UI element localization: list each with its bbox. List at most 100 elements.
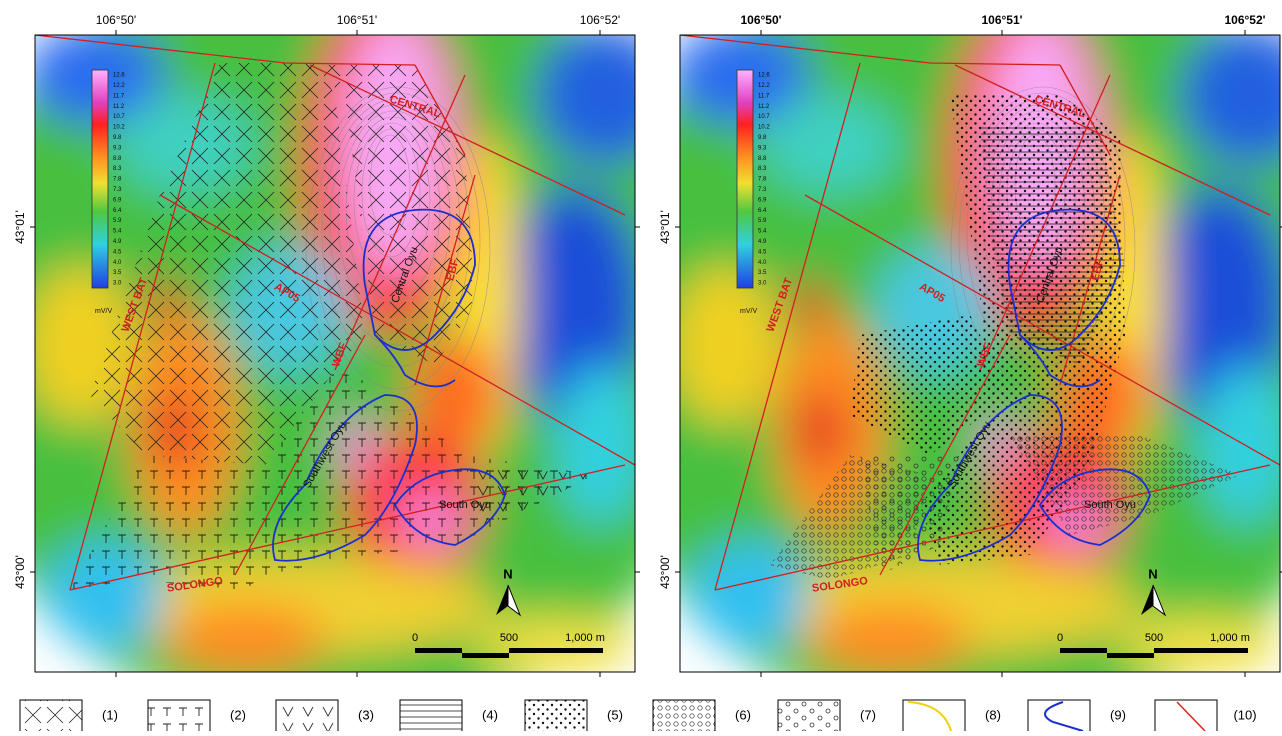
scale-label: 1,000 m bbox=[1210, 632, 1250, 644]
colorbar-label: 7.3 bbox=[113, 187, 122, 193]
deposit-label: South Oyu bbox=[1084, 499, 1136, 511]
legend-swatch bbox=[148, 700, 210, 731]
colorbar-label: 10.7 bbox=[758, 114, 770, 120]
latitude-label: 43°01' bbox=[13, 210, 27, 244]
anomaly-blob bbox=[760, 95, 900, 195]
colorbar-label: 10.2 bbox=[113, 125, 125, 131]
colorbar-label: 6.9 bbox=[113, 197, 122, 203]
colorbar-label: 5.9 bbox=[113, 218, 122, 224]
scale-bar bbox=[1060, 648, 1107, 653]
scale-label: 500 bbox=[500, 632, 518, 644]
anomaly-blob bbox=[165, 605, 325, 675]
scale-bar bbox=[462, 653, 509, 658]
colorbar-label: 4.5 bbox=[758, 249, 767, 255]
colorbar-label: 3.0 bbox=[113, 281, 122, 287]
colorbar-label: 12.2 bbox=[758, 83, 770, 89]
scale-bar bbox=[415, 648, 462, 653]
anomaly-blob bbox=[810, 605, 970, 675]
colorbar-label: 4.5 bbox=[113, 249, 122, 255]
colorbar-label: 11.2 bbox=[113, 104, 125, 110]
legend-item: (10) bbox=[1155, 700, 1257, 731]
colorbar-label: 11.7 bbox=[758, 93, 770, 99]
legend-label: (6) bbox=[735, 707, 751, 722]
longitude-label: 106°50' bbox=[740, 13, 781, 27]
colorbar-label: 5.4 bbox=[758, 229, 767, 235]
legend-label: (5) bbox=[607, 707, 623, 722]
map-raster bbox=[0, 0, 735, 731]
colorbar-unit: mV/V bbox=[95, 308, 112, 315]
deposit-label: South Oyu bbox=[439, 499, 491, 511]
legend-item: (6) bbox=[653, 700, 751, 731]
scale-bar bbox=[1154, 648, 1248, 653]
legend-item: (2) bbox=[148, 700, 246, 731]
colorbar-label: 6.9 bbox=[758, 197, 767, 203]
legend-swatch bbox=[1155, 700, 1217, 731]
anomaly-blob bbox=[670, 265, 780, 425]
scale-label: 0 bbox=[1057, 632, 1063, 644]
colorbar-label: 3.5 bbox=[758, 270, 767, 276]
legend-label: (7) bbox=[860, 707, 876, 722]
map-panel: CENTRALAP05WEST BATWBFEBFSOLONGOCentral … bbox=[0, 0, 735, 731]
legend-swatch bbox=[653, 700, 715, 731]
north-label: N bbox=[1148, 566, 1157, 581]
latitude-label: 43°01' bbox=[658, 210, 672, 244]
scale-label: 0 bbox=[412, 632, 418, 644]
colorbar-label: 5.9 bbox=[758, 218, 767, 224]
legend-item: (8) bbox=[903, 700, 1001, 731]
colorbar-label: 12.2 bbox=[113, 83, 125, 89]
colorbar-label: 9.8 bbox=[758, 135, 767, 141]
legend-label: (3) bbox=[358, 707, 374, 722]
scale-bar bbox=[1107, 653, 1154, 658]
legend-label: (1) bbox=[102, 707, 118, 722]
legend-label: (8) bbox=[985, 707, 1001, 722]
colorbar-label: 3.0 bbox=[758, 281, 767, 287]
colorbar-label: 8.3 bbox=[758, 166, 767, 172]
colorbar-unit: mV/V bbox=[740, 308, 757, 315]
legend-swatch bbox=[778, 700, 840, 731]
colorbar-label: 11.7 bbox=[113, 93, 125, 99]
colorbar-label: 7.8 bbox=[113, 177, 122, 183]
legend-swatch bbox=[400, 700, 462, 731]
latitude-label: 43°00' bbox=[13, 555, 27, 589]
legend-item: (3) bbox=[276, 700, 374, 731]
longitude-label: 106°52' bbox=[1224, 13, 1265, 27]
longitude-label: 106°50' bbox=[96, 13, 136, 27]
legend-swatch bbox=[903, 700, 965, 731]
scale-bar bbox=[509, 648, 603, 653]
colorbar-label: 4.9 bbox=[758, 239, 767, 245]
colorbar-label: 4.9 bbox=[113, 239, 122, 245]
colorbar-label: 6.4 bbox=[113, 208, 122, 214]
longitude-label: 106°51' bbox=[337, 13, 377, 27]
anomaly-blob bbox=[535, 25, 675, 165]
colorbar-label: 11.2 bbox=[758, 104, 770, 110]
legend-label: (9) bbox=[1110, 707, 1126, 722]
colorbar-label: 12.6 bbox=[758, 73, 770, 79]
north-label: N bbox=[503, 566, 512, 581]
colorbar-label: 9.3 bbox=[113, 145, 122, 151]
map-raster bbox=[580, 0, 1282, 731]
anomaly-blob bbox=[1120, 615, 1280, 675]
colorbar-label: 4.0 bbox=[758, 260, 767, 266]
legend-item: (7) bbox=[778, 700, 876, 731]
longitude-label: 106°51' bbox=[981, 13, 1022, 27]
legend-swatch bbox=[20, 700, 82, 731]
legend-item: (9) bbox=[1028, 700, 1126, 731]
legend-swatch bbox=[276, 700, 338, 731]
anomaly-blob bbox=[798, 392, 842, 468]
figure: CENTRALAP05WEST BATWBFEBFSOLONGOCentral … bbox=[0, 0, 1282, 731]
colorbar-label: 12.6 bbox=[113, 73, 125, 79]
legend-item: (4) bbox=[400, 700, 498, 731]
legend-item: (1) bbox=[20, 700, 118, 731]
colorbar-label: 10.2 bbox=[758, 125, 770, 131]
legend-swatch bbox=[525, 700, 587, 731]
colorbar bbox=[92, 70, 108, 288]
colorbar-label: 9.8 bbox=[113, 135, 122, 141]
scale-label: 1,000 m bbox=[565, 632, 605, 644]
anomaly-blob bbox=[475, 615, 635, 675]
colorbar bbox=[737, 70, 753, 288]
legend-label: (2) bbox=[230, 707, 246, 722]
colorbar-label: 8.3 bbox=[113, 166, 122, 172]
colorbar-label: 5.4 bbox=[113, 229, 122, 235]
colorbar-label: 6.4 bbox=[758, 208, 767, 214]
legend-item: (5) bbox=[525, 700, 623, 731]
